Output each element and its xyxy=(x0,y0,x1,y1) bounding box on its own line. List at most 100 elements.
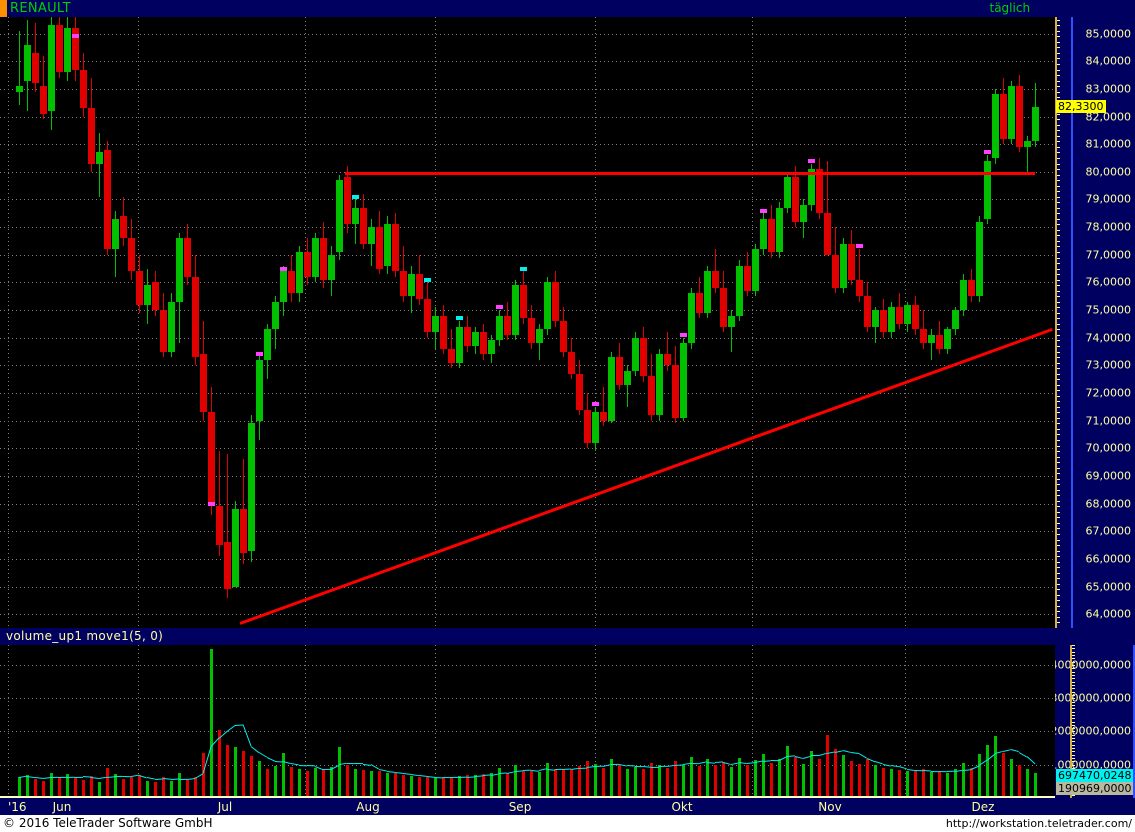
candle-body[interactable] xyxy=(224,542,231,590)
volume-bar[interactable] xyxy=(1002,752,1005,798)
candle-body[interactable] xyxy=(368,227,375,244)
volume-bar[interactable] xyxy=(802,764,805,798)
candle-body[interactable] xyxy=(608,357,615,421)
volume-bar[interactable] xyxy=(386,772,389,798)
volume-bar[interactable] xyxy=(554,769,557,798)
volume-bar[interactable] xyxy=(866,759,869,798)
candle-body[interactable] xyxy=(128,238,135,272)
candle-body[interactable] xyxy=(120,216,127,239)
candle-body[interactable] xyxy=(136,271,143,305)
volume-bar[interactable] xyxy=(874,765,877,798)
volume-bar[interactable] xyxy=(586,761,589,798)
volume-bar[interactable] xyxy=(66,774,69,798)
candle-body[interactable] xyxy=(648,376,655,416)
volume-bar[interactable] xyxy=(346,764,349,798)
volume-bar[interactable] xyxy=(834,748,837,798)
volume-bar[interactable] xyxy=(794,756,797,798)
candle-body[interactable] xyxy=(768,218,775,252)
candle-body[interactable] xyxy=(200,354,207,413)
candle-body[interactable] xyxy=(1008,86,1015,139)
candle-body[interactable] xyxy=(592,412,599,443)
candle-body[interactable] xyxy=(264,329,271,360)
candle-body[interactable] xyxy=(680,343,687,418)
volume-bar[interactable] xyxy=(434,778,437,798)
candle-body[interactable] xyxy=(528,318,535,344)
volume-bar[interactable] xyxy=(738,758,741,798)
candle-body[interactable] xyxy=(232,509,239,587)
candle-body[interactable] xyxy=(792,177,799,222)
candle-body[interactable] xyxy=(296,252,303,294)
volume-bar[interactable] xyxy=(746,765,749,798)
candle-body[interactable] xyxy=(24,44,31,81)
candle-body[interactable] xyxy=(992,94,999,158)
volume-bar[interactable] xyxy=(186,780,189,798)
candle-body[interactable] xyxy=(856,279,863,297)
candle-body[interactable] xyxy=(80,69,87,109)
volume-bar[interactable] xyxy=(162,776,165,798)
candle-body[interactable] xyxy=(184,238,191,277)
candle-body[interactable] xyxy=(328,254,335,280)
candle-body[interactable] xyxy=(512,285,519,335)
resistance-trendline[interactable] xyxy=(345,171,1035,175)
candle-body[interactable] xyxy=(96,152,103,164)
volume-bar[interactable] xyxy=(722,762,725,798)
candle-body[interactable] xyxy=(888,307,895,333)
volume-chart-pane[interactable] xyxy=(0,645,1055,798)
volume-bar[interactable] xyxy=(562,770,565,798)
volume-bar[interactable] xyxy=(194,777,197,798)
candle-body[interactable] xyxy=(720,287,727,327)
volume-bar[interactable] xyxy=(890,769,893,798)
candle-body[interactable] xyxy=(960,279,967,311)
volume-bar[interactable] xyxy=(514,765,517,798)
candle-body[interactable] xyxy=(392,224,399,272)
candle-body[interactable] xyxy=(520,285,527,319)
candle-body[interactable] xyxy=(216,506,223,546)
volume-bar[interactable] xyxy=(458,776,461,798)
volume-bar[interactable] xyxy=(330,766,333,798)
volume-bar[interactable] xyxy=(938,771,941,798)
candle-body[interactable] xyxy=(944,329,951,349)
candle-body[interactable] xyxy=(416,274,423,299)
volume-bar[interactable] xyxy=(826,734,829,798)
volume-bar[interactable] xyxy=(370,771,373,798)
volume-bar[interactable] xyxy=(146,780,149,798)
volume-bar[interactable] xyxy=(986,745,989,798)
volume-bar[interactable] xyxy=(18,777,21,798)
volume-bar[interactable] xyxy=(410,776,413,798)
volume-bar[interactable] xyxy=(610,758,613,798)
volume-bar[interactable] xyxy=(810,751,813,798)
candle-body[interactable] xyxy=(736,265,743,316)
volume-bar[interactable] xyxy=(322,769,325,798)
candle-body[interactable] xyxy=(536,329,543,344)
candle-body[interactable] xyxy=(824,213,831,255)
candle-body[interactable] xyxy=(16,86,23,92)
volume-bar[interactable] xyxy=(482,774,485,798)
volume-bar[interactable] xyxy=(298,768,301,798)
candle-body[interactable] xyxy=(288,271,295,294)
volume-bar[interactable] xyxy=(706,759,709,798)
candle-body[interactable] xyxy=(976,221,983,297)
volume-bar[interactable] xyxy=(962,763,965,798)
volume-bar[interactable] xyxy=(530,771,533,798)
candle-body[interactable] xyxy=(160,310,167,352)
candle-body[interactable] xyxy=(1032,107,1039,142)
volume-bar[interactable] xyxy=(522,770,525,798)
volume-bar[interactable] xyxy=(618,765,621,798)
volume-bar[interactable] xyxy=(762,754,765,798)
candle-body[interactable] xyxy=(424,299,431,333)
candle-body[interactable] xyxy=(984,160,991,219)
candle-body[interactable] xyxy=(64,28,71,73)
volume-bar[interactable] xyxy=(730,766,733,798)
volume-bar[interactable] xyxy=(442,777,445,798)
volume-bar[interactable] xyxy=(930,772,933,798)
volume-bar[interactable] xyxy=(922,769,925,798)
candle-body[interactable] xyxy=(784,177,791,208)
candle-body[interactable] xyxy=(616,357,623,385)
volume-bar[interactable] xyxy=(842,755,845,798)
candle-body[interactable] xyxy=(568,351,575,374)
candle-body[interactable] xyxy=(968,279,975,297)
volume-bar[interactable] xyxy=(378,770,381,798)
candle-body[interactable] xyxy=(928,334,935,344)
price-chart-pane[interactable] xyxy=(0,17,1055,628)
candle-body[interactable] xyxy=(56,25,63,73)
